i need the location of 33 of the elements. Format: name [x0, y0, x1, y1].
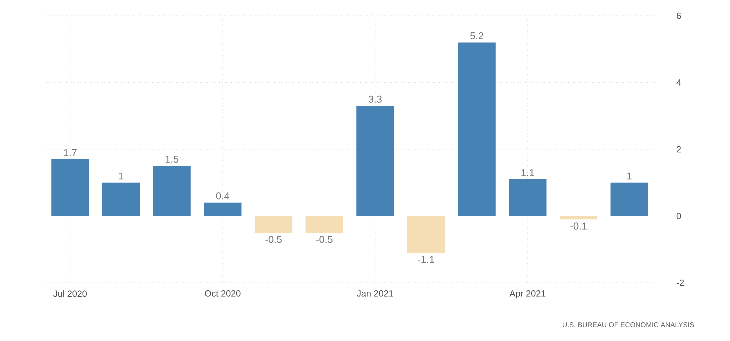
x-tick-label: Jan 2021	[357, 290, 394, 297]
data-label: -1.1	[418, 256, 434, 264]
data-label: -0.5	[266, 236, 282, 244]
bar	[102, 182, 140, 216]
bar	[509, 180, 547, 216]
data-label: 1	[119, 172, 124, 180]
bar	[153, 166, 191, 216]
bar	[306, 216, 344, 233]
bar	[458, 42, 496, 216]
data-label: 1.5	[166, 156, 179, 163]
data-label: -0.1	[570, 222, 587, 230]
bar	[610, 182, 648, 216]
bar	[254, 216, 293, 233]
x-tick-label: Apr 2021	[510, 290, 546, 299]
y-tick-label: 0	[676, 213, 682, 220]
data-label: 5.2	[470, 32, 484, 40]
y-tick-label: 4	[676, 80, 682, 86]
x-tick-label: Jul 2020	[54, 290, 88, 298]
bar	[560, 216, 598, 220]
data-label: 1	[628, 172, 632, 180]
y-tick-label: 6	[676, 12, 682, 20]
data-label: 1.1	[522, 169, 534, 176]
bar	[407, 216, 446, 253]
data-label: -0.5	[316, 236, 333, 244]
data-label: 3.3	[368, 96, 382, 103]
y-tick-label: -2	[676, 280, 684, 286]
y-tick-label: 2	[676, 146, 682, 153]
data-label: 0.4	[216, 192, 230, 200]
bar	[356, 106, 394, 216]
data-label: 1.7	[64, 149, 77, 156]
bar	[204, 202, 242, 216]
x-tick-label: Oct 2020	[205, 290, 241, 297]
bar	[52, 160, 90, 216]
